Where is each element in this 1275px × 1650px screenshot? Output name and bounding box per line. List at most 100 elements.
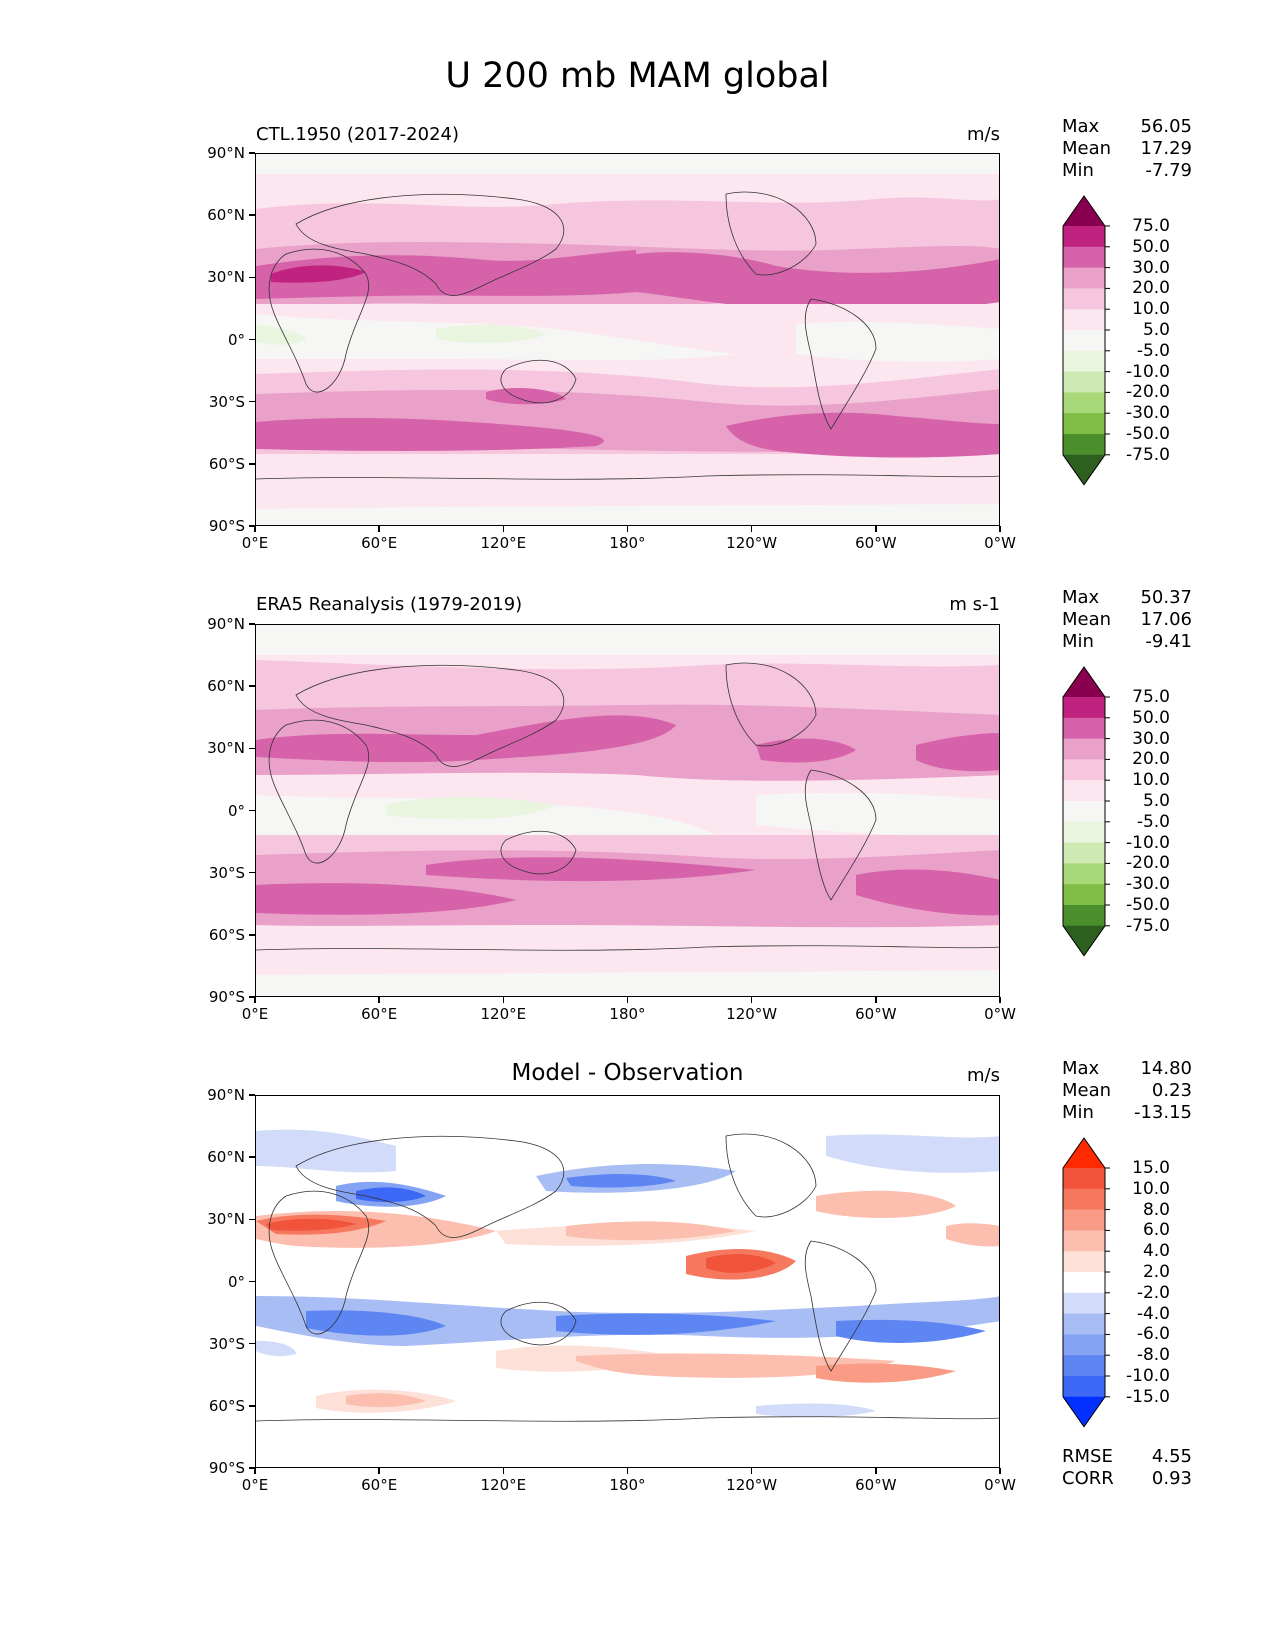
- panel1-stats: Max 56.05 Mean 17.29 Min -7.79: [1062, 116, 1192, 182]
- lat-tick-mark: [249, 934, 255, 936]
- colorbar-label: -30.0: [1126, 874, 1170, 895]
- colorbar-segment: [1063, 371, 1105, 393]
- colorbar-label: 10.0: [1132, 770, 1170, 791]
- colorbar-segment: [1063, 1334, 1105, 1356]
- lon-tick-mark: [999, 1468, 1001, 1474]
- lat-tick-label: 0°: [227, 330, 245, 349]
- score-label: CORR: [1062, 1468, 1114, 1489]
- lat-tick-label: 30°S: [208, 392, 245, 411]
- lon-tick-label: 0°E: [241, 534, 269, 552]
- colorbar-label: 2.0: [1142, 1262, 1170, 1282]
- lon-tick-label: 60°W: [855, 1005, 897, 1023]
- panel3-stats: Max 14.80 Mean 0.23 Min -13.15: [1062, 1058, 1192, 1124]
- lon-tick-mark: [378, 526, 380, 532]
- lat-tick-label: 60°S: [208, 454, 245, 473]
- score-label: RMSE: [1062, 1446, 1113, 1467]
- colorbar-label: -75.0: [1126, 444, 1170, 465]
- lat-tick-label: 90°N: [207, 1086, 245, 1104]
- stat-mean: 17.29: [1140, 138, 1192, 159]
- lat-tick-mark: [249, 685, 255, 687]
- colorbar-segment: [1063, 1251, 1105, 1273]
- colorbar-segment: [1063, 759, 1105, 781]
- lat-tick-mark: [249, 152, 255, 154]
- panel1-title: CTL.1950 (2017-2024): [256, 124, 460, 145]
- lat-tick-label: 30°N: [207, 739, 245, 758]
- colorbar-segment: [1063, 884, 1105, 906]
- colorbar-segment: [1063, 392, 1105, 414]
- colorbar-label: 6.0: [1142, 1220, 1170, 1241]
- stat-max: 56.05: [1140, 116, 1192, 137]
- lat-tick-label: 90°N: [207, 144, 245, 162]
- stat-label: Min: [1062, 631, 1094, 652]
- panel2-stats: Max 50.37 Mean 17.06 Min -9.41: [1062, 587, 1192, 653]
- lon-tick-mark: [378, 997, 380, 1003]
- lat-tick-mark: [249, 400, 255, 403]
- stat-label: Max: [1062, 1058, 1100, 1079]
- lon-tick-mark: [254, 1468, 256, 1474]
- colorbar-label: -8.0: [1136, 1345, 1170, 1366]
- colorbar-segment: [1063, 1230, 1105, 1252]
- lon-tick-mark: [502, 1468, 505, 1474]
- score-corr: 0.93: [1151, 1468, 1192, 1489]
- lat-tick-label: 60°N: [207, 1148, 245, 1167]
- lon-tick-mark: [626, 997, 629, 1003]
- lon-tick-label: 180°: [609, 1005, 646, 1023]
- stat-min: -13.15: [1133, 1102, 1192, 1123]
- panel1-field: [256, 154, 999, 525]
- colorbar-segment: [1063, 842, 1105, 864]
- colorbar-label: -10.0: [1126, 361, 1170, 382]
- colorbar-segment: [1063, 905, 1105, 927]
- colorbar-segment: [1063, 863, 1105, 885]
- lon-tick-mark: [378, 1468, 380, 1474]
- colorbar-segment: [1063, 1168, 1105, 1190]
- lon-tick-label: 120°W: [726, 1476, 778, 1494]
- lat-tick-mark: [249, 525, 255, 527]
- panel2-field: [256, 625, 999, 996]
- colorbar-segment: [1063, 1376, 1105, 1398]
- lon-tick-label: 0°W: [984, 1005, 1016, 1023]
- colorbar-label: 50.0: [1132, 707, 1170, 728]
- lon-tick-label: 0°E: [241, 1476, 269, 1494]
- lon-tick-label: 60°E: [361, 534, 398, 552]
- colorbar-label: 8.0: [1142, 1199, 1170, 1220]
- panel2-map: [255, 624, 1000, 997]
- colorbar-label: 5.0: [1142, 320, 1170, 340]
- stat-label: Mean: [1062, 1080, 1112, 1101]
- panel3-scores: RMSE 4.55 CORR 0.93: [1062, 1446, 1192, 1490]
- lon-tick-mark: [999, 997, 1001, 1003]
- colorbar-label: 20.0: [1132, 749, 1170, 770]
- colorbar-segment: [1063, 697, 1105, 719]
- stat-min: -7.79: [1145, 160, 1192, 181]
- colorbar-label: -20.0: [1126, 853, 1170, 874]
- colorbar-segment: [1063, 780, 1105, 802]
- colorbar-label: -10.0: [1126, 832, 1170, 853]
- stat-mean: 17.06: [1140, 609, 1192, 630]
- colorbar-extend-max: [1063, 667, 1105, 697]
- colorbar-label: -5.0: [1136, 340, 1170, 361]
- lon-tick-label: 180°: [609, 1476, 646, 1494]
- colorbar-extend-min: [1063, 1396, 1105, 1427]
- stat-label: Max: [1062, 587, 1100, 608]
- panel3-map: [255, 1095, 1000, 1468]
- lat-tick-label: 60°S: [208, 1396, 245, 1415]
- lat-tick-mark: [249, 871, 255, 874]
- lat-tick-mark: [249, 996, 255, 998]
- colorbar-label: -50.0: [1126, 424, 1170, 444]
- lat-tick-mark: [249, 623, 255, 625]
- colorbar-label: 15.0: [1132, 1158, 1170, 1178]
- colorbar-segment: [1063, 288, 1105, 310]
- colorbar-label: -10.0: [1126, 1366, 1170, 1386]
- colorbar: [1062, 1137, 1110, 1428]
- colorbar-segment: [1063, 1355, 1105, 1377]
- stat-label: Max: [1062, 116, 1100, 137]
- lon-tick-label: 0°W: [984, 1476, 1016, 1494]
- colorbar-segment: [1063, 1292, 1105, 1315]
- colorbar-label: -5.0: [1136, 811, 1170, 832]
- colorbar-label: 10.0: [1132, 299, 1170, 320]
- panel1-units: m/s: [967, 124, 1000, 145]
- colorbar: [1062, 666, 1110, 957]
- lon-tick-mark: [875, 997, 877, 1003]
- colorbar-segment: [1063, 1209, 1105, 1231]
- lon-tick-mark: [502, 997, 505, 1003]
- lon-tick-mark: [502, 526, 505, 532]
